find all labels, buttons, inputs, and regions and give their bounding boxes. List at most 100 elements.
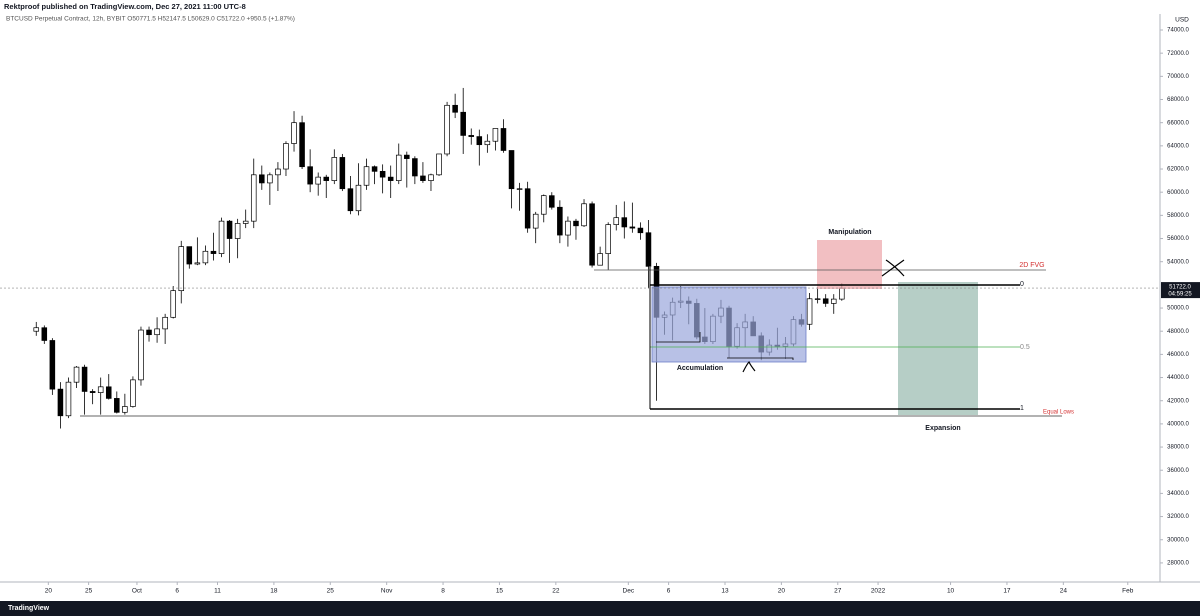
- candle-body: [105, 386, 112, 399]
- annotation: 1: [1020, 405, 1024, 412]
- x-tick-label: 25: [327, 588, 335, 595]
- candle-body: [484, 140, 491, 146]
- candle-body: [839, 287, 845, 300]
- y-tick-label: 72000.0: [1167, 51, 1189, 57]
- expansion-box: [898, 282, 978, 415]
- candle-body: [412, 158, 418, 177]
- candle-body: [597, 253, 603, 266]
- publisher-line: Rektproof published on TradingView.com, …: [4, 2, 246, 11]
- x-tick-label: 2022: [871, 588, 886, 595]
- candle-body: [146, 329, 152, 336]
- x-tick-label: 18: [270, 588, 278, 595]
- candle-body: [218, 220, 225, 254]
- candle-body: [549, 195, 555, 208]
- y-tick-label: 50000.0: [1167, 306, 1189, 312]
- candle-body: [363, 166, 370, 186]
- candle-body: [307, 166, 313, 185]
- y-tick-label: 34000.0: [1167, 491, 1189, 497]
- countdown: 04:59:25: [1168, 292, 1192, 298]
- y-tick-label: 42000.0: [1167, 398, 1189, 404]
- candle-body: [508, 150, 515, 190]
- candle-body: [57, 388, 64, 417]
- candle-body: [89, 391, 96, 393]
- x-tick-label: 13: [721, 588, 729, 595]
- x-tick-label: 24: [1060, 588, 1068, 595]
- x-tick-label: 20: [45, 588, 53, 595]
- x-tick-label: Dec: [623, 588, 635, 595]
- candle-body: [806, 298, 813, 325]
- candle-body: [436, 153, 442, 176]
- candle-body: [557, 206, 563, 236]
- accumulation-box: [651, 286, 807, 363]
- candle-body: [234, 223, 241, 239]
- x-tick-label: 22: [552, 588, 560, 595]
- candle-body: [242, 220, 249, 224]
- candle-body: [299, 122, 305, 168]
- y-tick-label: 28000.0: [1167, 560, 1189, 566]
- candle-body: [565, 220, 571, 236]
- candle-body: [81, 366, 88, 392]
- candle-body: [395, 154, 402, 181]
- candle-body: [226, 220, 233, 239]
- candle-body: [379, 170, 386, 178]
- candle-body: [355, 184, 362, 212]
- candle-body: [452, 104, 458, 113]
- candle-body: [41, 327, 48, 341]
- annotation: 0.5: [1020, 344, 1030, 351]
- candle-body: [138, 329, 144, 381]
- candle-body: [210, 250, 217, 254]
- candle-body: [65, 381, 72, 417]
- footer-bar: [0, 601, 1200, 616]
- symbol-info: BTCUSD Perpetual Contract, 12h, BYBIT O5…: [6, 16, 295, 23]
- y-tick-label: 58000.0: [1167, 213, 1189, 219]
- candle-body: [97, 386, 104, 393]
- candle-body: [49, 340, 56, 390]
- candle-body: [524, 188, 531, 229]
- candle-body: [637, 227, 644, 234]
- candle-body: [323, 176, 330, 181]
- y-tick-label: 54000.0: [1167, 259, 1189, 265]
- candle-body: [114, 398, 120, 413]
- candle-body: [130, 379, 136, 407]
- annotation: 2D FVG: [1019, 262, 1044, 269]
- x-tick-label: 15: [496, 588, 504, 595]
- candle-body: [830, 298, 837, 304]
- candle-body: [259, 174, 265, 184]
- x-tick-label: Oct: [132, 588, 142, 595]
- annotation: Accumulation: [677, 365, 723, 372]
- y-tick-label: 30000.0: [1167, 537, 1189, 543]
- candle-body: [162, 316, 168, 330]
- last-price-label: 51722.0: [1169, 285, 1191, 291]
- x-tick-label: 10: [947, 588, 955, 595]
- y-tick-label: 62000.0: [1167, 167, 1189, 173]
- candle-body: [645, 232, 652, 267]
- y-tick-label: 38000.0: [1167, 445, 1189, 451]
- candle-body: [629, 226, 636, 229]
- candle-body: [339, 157, 346, 190]
- candle-body: [170, 290, 176, 318]
- candle-body: [283, 143, 289, 170]
- candle-body: [621, 217, 628, 228]
- candle-body: [291, 122, 297, 144]
- x-tick-label: Feb: [1122, 588, 1134, 595]
- y-tick-label: 46000.0: [1167, 352, 1189, 358]
- candle-body: [186, 246, 193, 265]
- y-tick-label: 66000.0: [1167, 120, 1189, 126]
- x-tick-label: 17: [1003, 588, 1011, 595]
- candle-body: [267, 174, 273, 184]
- y-tick-label: 68000.0: [1167, 97, 1189, 103]
- candle-body: [605, 224, 611, 254]
- y-tick-label: 40000.0: [1167, 421, 1189, 427]
- annotation: Expansion: [925, 425, 960, 432]
- x-mark: [881, 259, 905, 277]
- x-tick-label: 27: [834, 588, 842, 595]
- x-tick-label: 6: [667, 588, 671, 595]
- y-tick-label: 36000.0: [1167, 468, 1189, 474]
- candle-body: [420, 175, 426, 181]
- candle-body: [154, 328, 160, 336]
- y-tick-label: 60000.0: [1167, 190, 1189, 196]
- x-tick-label: 6: [175, 588, 179, 595]
